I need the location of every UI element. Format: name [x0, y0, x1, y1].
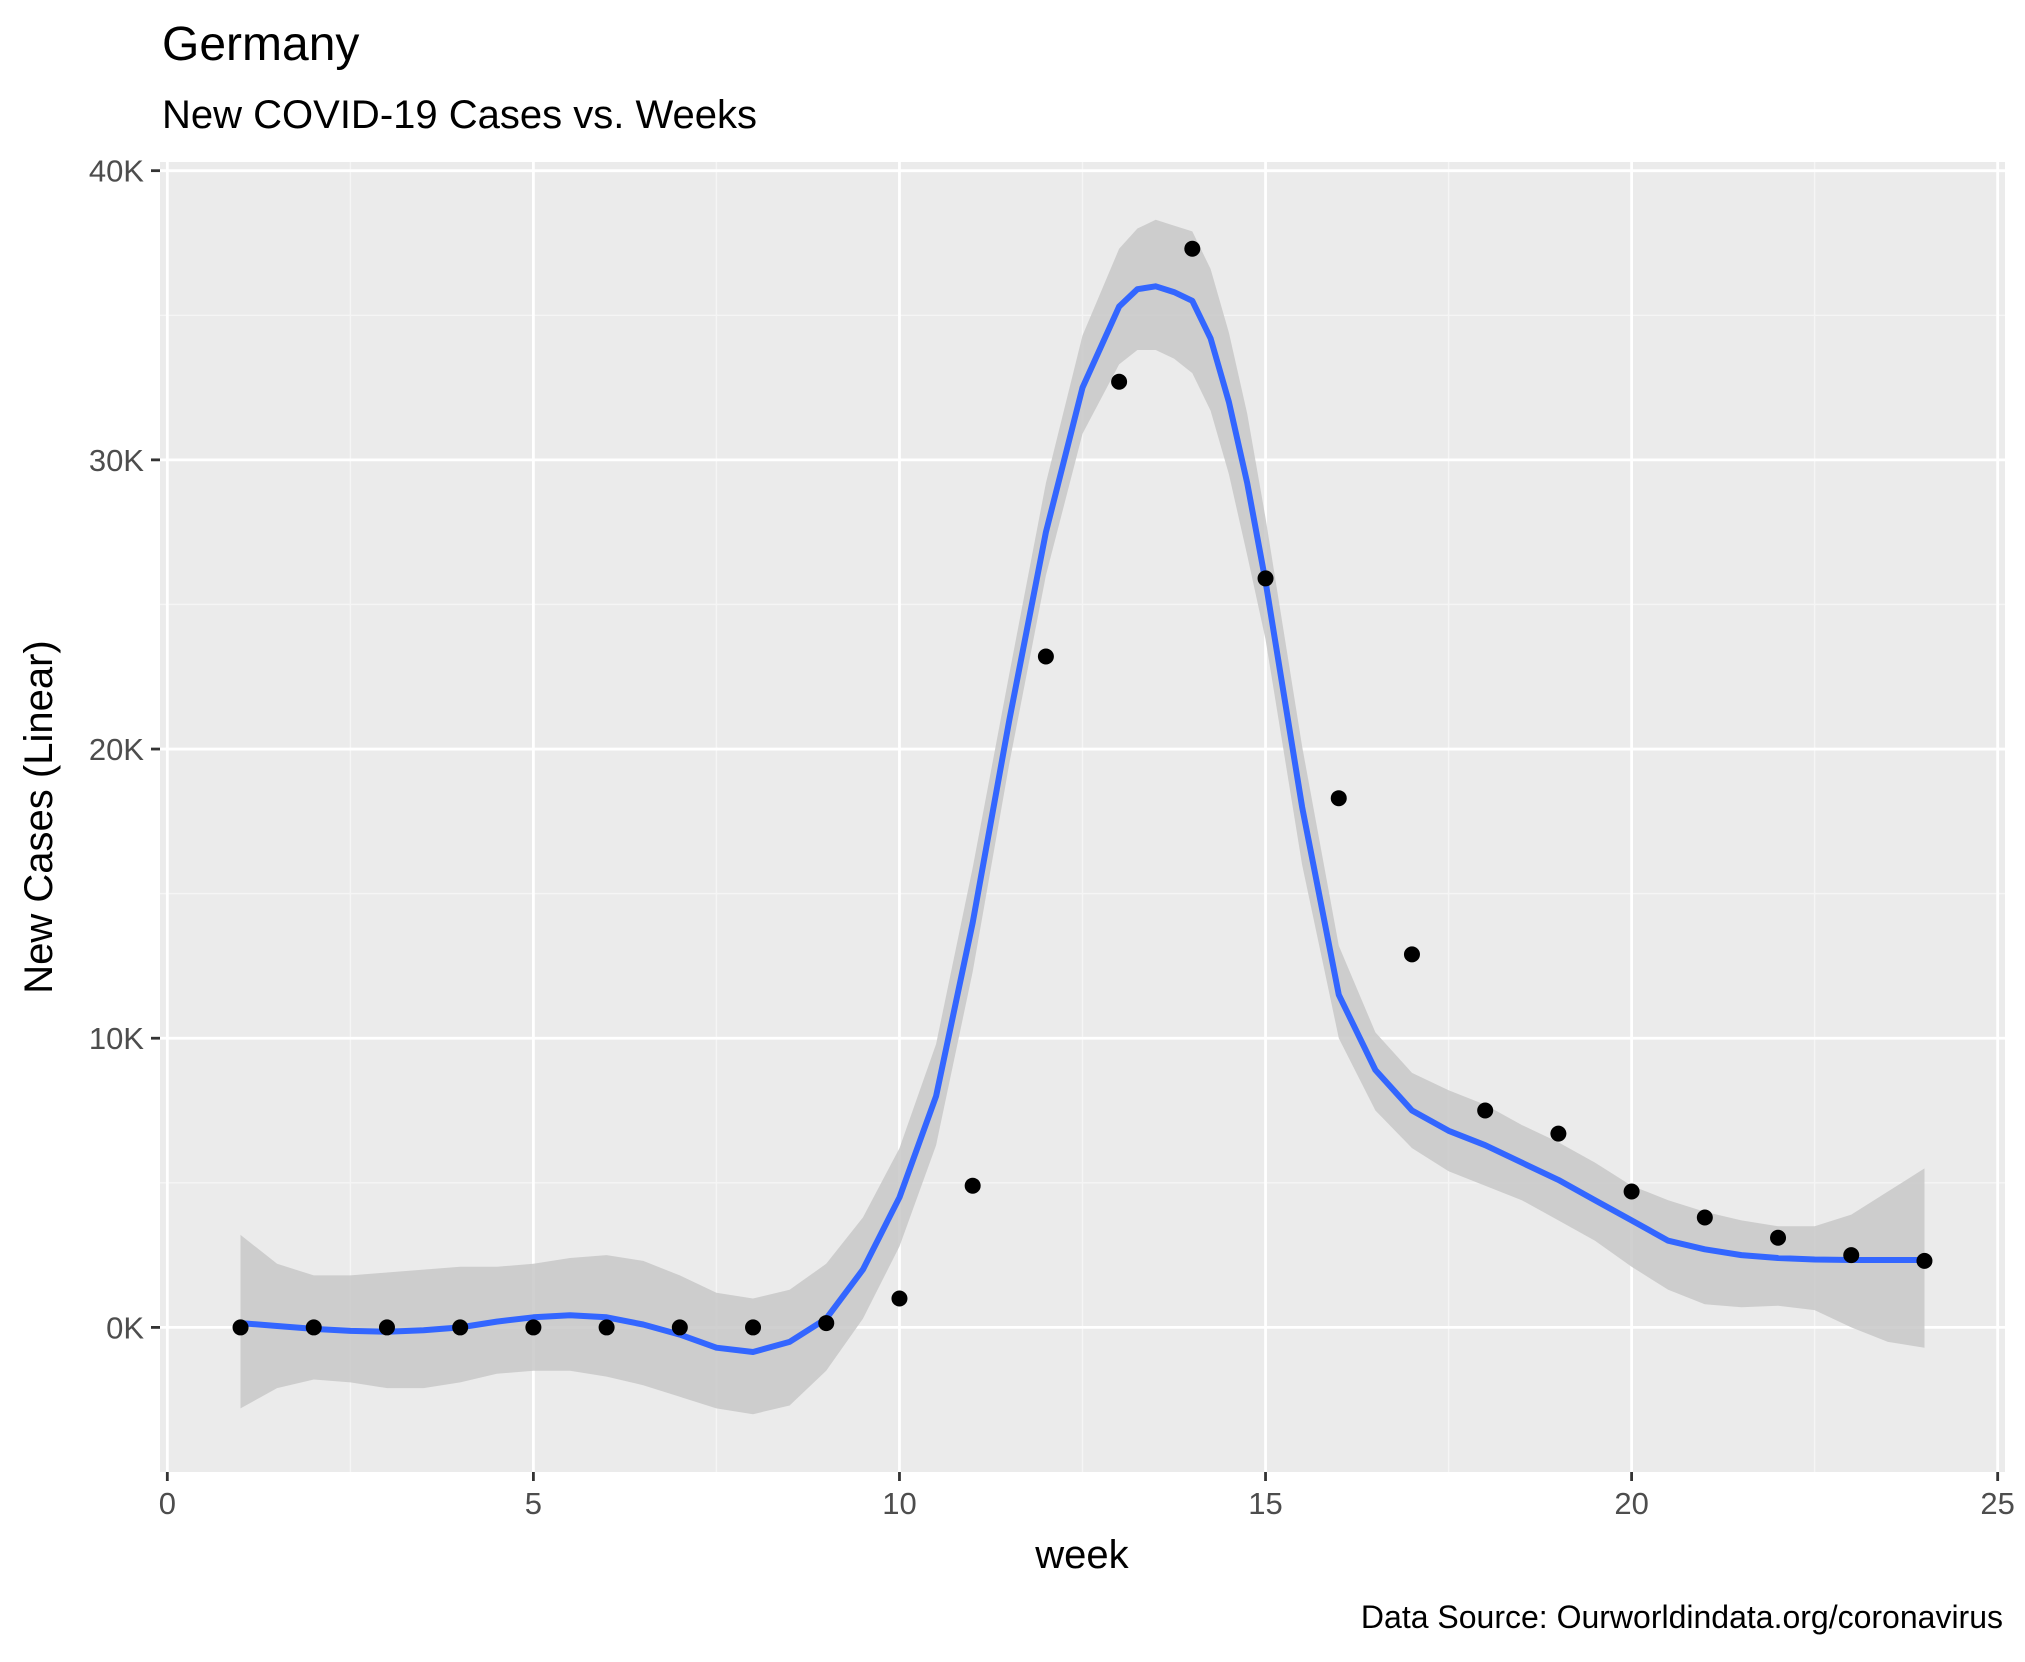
data-point [232, 1319, 249, 1336]
data-point [525, 1319, 542, 1336]
x-tick-label: 15 [1248, 1486, 1282, 1521]
data-point [1550, 1125, 1567, 1142]
chart-title: Germany [162, 18, 359, 71]
data-point [1111, 373, 1128, 390]
y-tick-label: 0K [106, 1310, 144, 1345]
x-axis: 0 5 10 15 20 25 [159, 1472, 2015, 1521]
data-point [305, 1319, 322, 1336]
y-tick-label: 10K [89, 1021, 144, 1056]
data-point [1037, 648, 1054, 665]
smooth-line [237, 283, 1928, 1355]
y-axis-title: New Cases (Linear) [17, 640, 61, 993]
data-point [378, 1319, 395, 1336]
data-source-caption: Data Source: Ourworldindata.org/coronavi… [1361, 1599, 2003, 1635]
data-point [745, 1319, 762, 1336]
x-axis-title: week [1034, 1533, 1129, 1577]
data-point [1403, 946, 1420, 963]
y-tick-label: 30K [89, 443, 144, 478]
data-point [671, 1319, 688, 1336]
y-tick-label: 40K [89, 154, 144, 189]
data-point [818, 1315, 835, 1332]
data-point [1696, 1209, 1713, 1226]
x-tick-label: 20 [1614, 1486, 1648, 1521]
data-point [1916, 1252, 1933, 1269]
data-point [1770, 1229, 1787, 1246]
data-point [598, 1319, 615, 1336]
data-point [1257, 570, 1274, 587]
x-tick-label: 10 [882, 1486, 916, 1521]
data-point [1623, 1183, 1640, 1200]
data-point [1477, 1102, 1494, 1119]
x-tick-label: 25 [1980, 1486, 2014, 1521]
y-axis: 0K 10K 20K 30K 40K [89, 154, 160, 1345]
chart-subtitle: New COVID-19 Cases vs. Weeks [162, 93, 757, 137]
data-points [232, 240, 1933, 1336]
data-point [891, 1290, 908, 1307]
data-point [964, 1177, 981, 1194]
data-point [1843, 1247, 1860, 1264]
y-tick-label: 20K [89, 732, 144, 767]
x-tick-label: 5 [525, 1486, 542, 1521]
data-point [452, 1319, 469, 1336]
data-point [1184, 240, 1201, 257]
x-tick-label: 0 [159, 1486, 176, 1521]
data-point [1330, 790, 1347, 807]
confidence-ribbon [240, 219, 1925, 1415]
